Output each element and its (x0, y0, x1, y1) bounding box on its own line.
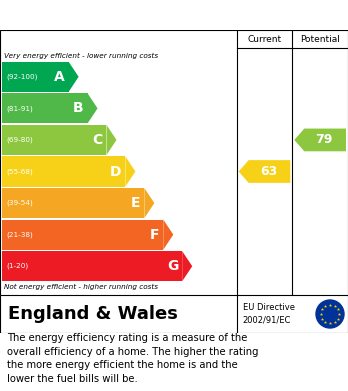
Polygon shape (163, 220, 173, 250)
Text: (39-54): (39-54) (6, 200, 33, 206)
Text: (69-80): (69-80) (6, 137, 33, 143)
Polygon shape (125, 156, 135, 187)
Polygon shape (69, 62, 79, 92)
Polygon shape (144, 188, 155, 218)
Text: F: F (150, 228, 159, 242)
Text: The energy efficiency rating is a measure of the
overall efficiency of a home. T: The energy efficiency rating is a measur… (7, 333, 259, 384)
Polygon shape (88, 93, 97, 124)
Text: D: D (110, 165, 121, 179)
Bar (2, 220, 163, 250)
Text: Not energy efficient - higher running costs: Not energy efficient - higher running co… (4, 284, 158, 290)
Bar (2, 156, 125, 187)
Text: (55-68): (55-68) (6, 168, 33, 175)
Bar (2, 62, 69, 92)
Bar (2, 251, 182, 281)
Text: (81-91): (81-91) (6, 105, 33, 111)
Text: Energy Efficiency Rating: Energy Efficiency Rating (10, 8, 232, 23)
Bar (2, 188, 144, 218)
Text: Current: Current (247, 34, 282, 43)
Circle shape (316, 300, 344, 328)
Text: A: A (54, 70, 65, 84)
Text: Potential: Potential (300, 34, 340, 43)
Text: B: B (73, 101, 84, 115)
Text: G: G (167, 259, 178, 273)
Bar (2, 93, 88, 124)
Text: (1-20): (1-20) (6, 263, 28, 269)
Bar (2, 125, 106, 155)
Polygon shape (239, 160, 290, 183)
Text: E: E (131, 196, 140, 210)
Text: (92-100): (92-100) (6, 74, 37, 80)
Polygon shape (182, 251, 192, 281)
Text: 63: 63 (260, 165, 277, 178)
Polygon shape (294, 129, 346, 151)
Polygon shape (106, 125, 117, 155)
Text: C: C (92, 133, 103, 147)
Text: EU Directive
2002/91/EC: EU Directive 2002/91/EC (243, 303, 295, 325)
Text: England & Wales: England & Wales (8, 305, 178, 323)
Text: Very energy efficient - lower running costs: Very energy efficient - lower running co… (4, 53, 158, 59)
Text: (21-38): (21-38) (6, 231, 33, 238)
Text: 79: 79 (316, 133, 333, 146)
